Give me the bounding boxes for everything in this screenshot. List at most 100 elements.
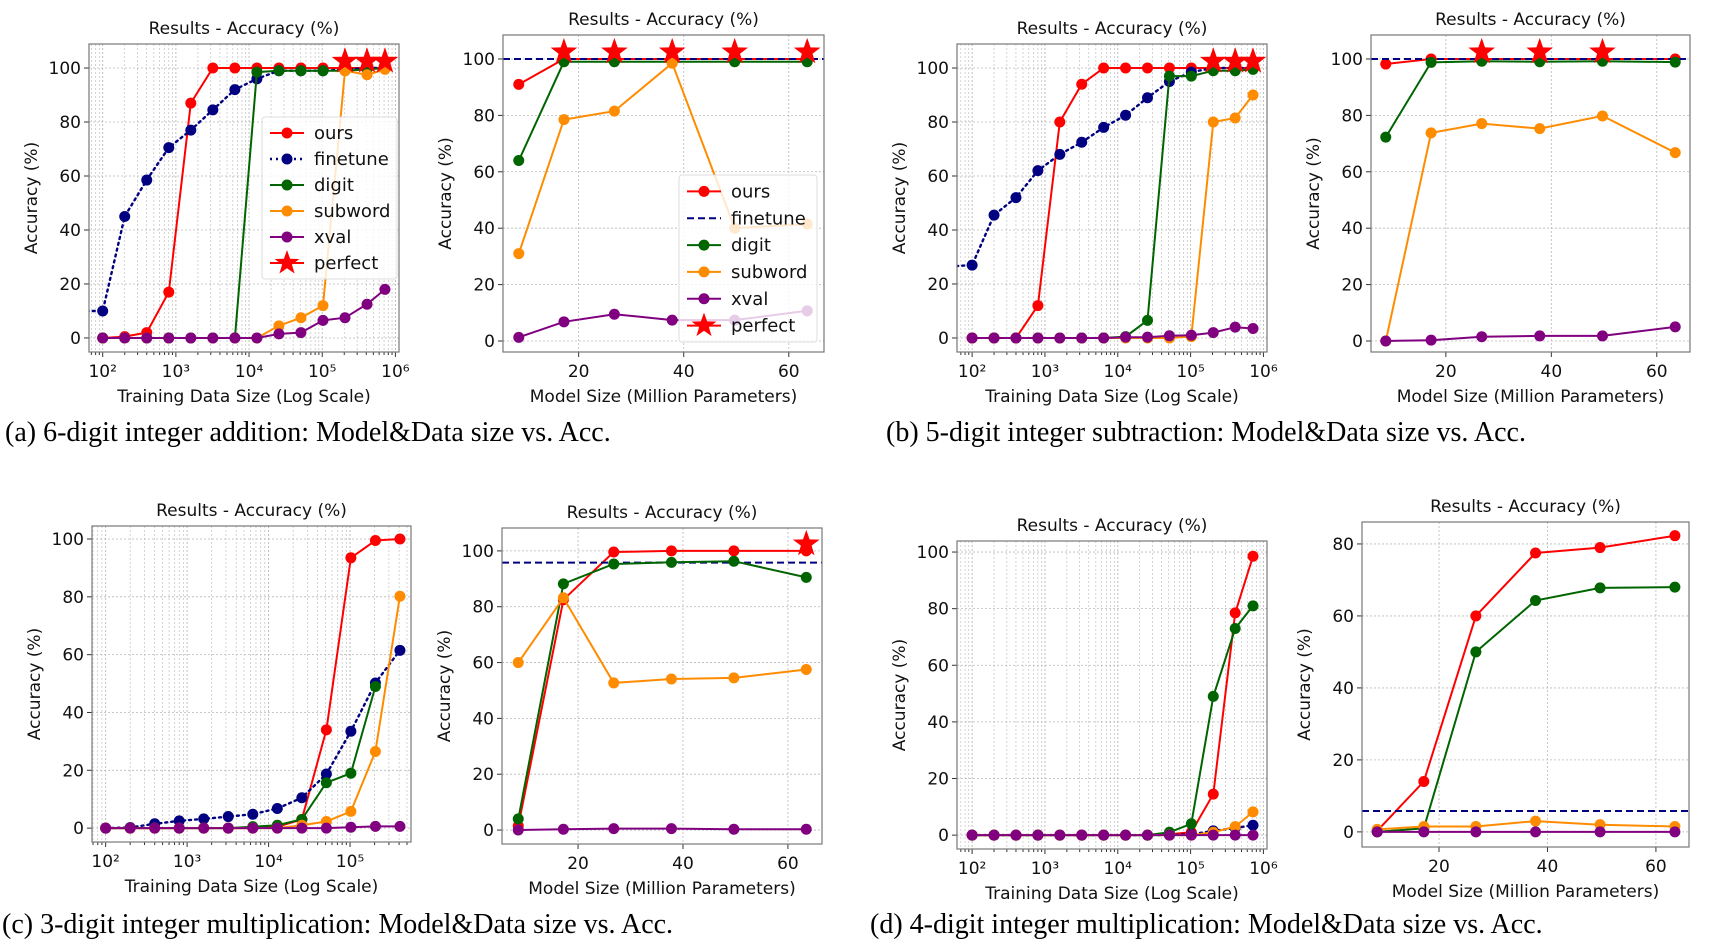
subplot-0: 10² 10³ 10⁴ 10⁵ 10⁶ 0 20 40 60 80 100 Results - Acc… [22, 19, 410, 407]
x-tick-label: 10⁵ [336, 852, 364, 872]
y-tick-label: 80 [927, 113, 949, 133]
axes-frame [956, 43, 1268, 353]
y-axis-label: Accuracy (%) [890, 639, 910, 751]
data-point-subword [1596, 110, 1608, 122]
data-point-xval [665, 823, 677, 835]
x-tick-label: 10⁶ [1249, 859, 1278, 879]
data-point-ours [665, 545, 677, 557]
chart-title: Results - Accuracy (%) [1430, 497, 1621, 517]
data-point-xval [207, 332, 219, 344]
series-line-subword [1377, 820, 1675, 831]
caption-c: (c) 3-digit integer multiplication: Mode… [2, 909, 673, 940]
legend-marker-subword [281, 205, 293, 217]
y-tick-label: 60 [62, 646, 84, 666]
data-point-digit [320, 777, 332, 789]
series-xval [97, 283, 391, 344]
x-tick-label: 10⁴ [1104, 362, 1133, 382]
data-point-finetune [141, 174, 153, 186]
data-point-finetune [207, 104, 219, 116]
series-perfect [1199, 47, 1267, 73]
data-point-ours [1207, 788, 1219, 800]
perfect-star-marker [792, 529, 820, 556]
data-point-xval [512, 824, 524, 836]
data-point-ours [163, 286, 175, 298]
legend: ours finetune digit subword xval perfect [261, 116, 398, 280]
data-point-subword [608, 105, 620, 117]
perfect-star-marker [1468, 37, 1495, 64]
plot-area [502, 528, 822, 844]
y-tick-label: 60 [473, 163, 495, 183]
data-point-subword [513, 248, 525, 260]
data-point-xval [800, 823, 812, 835]
series-xval [512, 823, 812, 836]
series-xval [1371, 826, 1681, 838]
data-point-xval [1098, 332, 1110, 344]
chart-title: Results - Accuracy (%) [1017, 516, 1208, 536]
x-tick-label: 10⁴ [254, 852, 283, 872]
x-axis-label: Model Size (Million Parameters) [528, 879, 795, 899]
data-point-xval [97, 332, 109, 344]
series-perfect [550, 37, 821, 64]
x-tick-label: 10⁴ [235, 362, 264, 382]
series-subword [512, 592, 812, 689]
data-point-xval [1380, 335, 1392, 347]
y-tick-label: 60 [1341, 163, 1363, 183]
plot-area [1362, 522, 1689, 847]
data-point-finetune [97, 305, 109, 317]
y-tick-label: 0 [1343, 823, 1354, 843]
series-xval [966, 829, 1259, 841]
data-point-finetune [1010, 192, 1022, 204]
x-tick-label: 60 [778, 362, 800, 382]
data-point-xval [1054, 332, 1066, 344]
chart-title: Results - Accuracy (%) [156, 501, 347, 521]
series-line-ours [517, 549, 807, 827]
legend: ours finetune digit subword xval perfect [678, 174, 818, 343]
data-point-xval [1669, 826, 1681, 838]
data-point-xval [1594, 826, 1606, 838]
data-point-ours [1098, 62, 1110, 74]
data-point-xval [163, 332, 175, 344]
y-tick-label: 100 [917, 543, 949, 563]
data-point-xval [1120, 331, 1132, 343]
y-axis-label: Accuracy (%) [890, 142, 910, 254]
data-point-ours [1470, 610, 1482, 622]
data-point-ours [1032, 300, 1044, 312]
y-tick-label: 100 [462, 542, 494, 562]
y-tick-label: 60 [472, 654, 494, 674]
data-point-finetune [988, 209, 1000, 221]
legend-label-xval: xval [731, 289, 768, 310]
data-point-xval [339, 312, 351, 324]
y-tick-label: 0 [483, 821, 494, 841]
data-point-subword [608, 677, 620, 689]
y-tick-label: 20 [59, 275, 81, 295]
data-point-xval [1669, 321, 1681, 333]
data-point-xval [1141, 829, 1153, 841]
y-axis-label: Accuracy (%) [1304, 137, 1324, 249]
plot-area [957, 44, 1267, 352]
data-point-digit [665, 556, 677, 568]
legend-label-finetune: finetune [314, 149, 389, 170]
grid [92, 526, 411, 842]
data-point-digit [1669, 56, 1681, 68]
data-point-subword [512, 657, 524, 669]
data-point-xval [1207, 327, 1219, 339]
data-point-xval [1010, 332, 1022, 344]
data-point-xval [1098, 829, 1110, 841]
series-line-digit [517, 560, 807, 820]
x-axis-label: Training Data Size (Log Scale) [116, 387, 371, 407]
data-point-digit [1185, 70, 1197, 82]
series-line-xval [518, 827, 807, 831]
y-tick-label: 40 [927, 713, 949, 733]
data-point-digit [273, 65, 285, 77]
data-point-digit [728, 555, 740, 567]
data-point-subword [317, 300, 329, 312]
x-tick-label: 10³ [1031, 859, 1059, 879]
data-point-finetune [163, 142, 175, 154]
y-tick-label: 40 [927, 221, 949, 241]
data-point-xval [1120, 829, 1132, 841]
legend-marker-digit [281, 179, 293, 191]
data-point-xval [149, 822, 161, 834]
data-point-xval [728, 823, 740, 835]
data-point-digit [317, 65, 329, 77]
